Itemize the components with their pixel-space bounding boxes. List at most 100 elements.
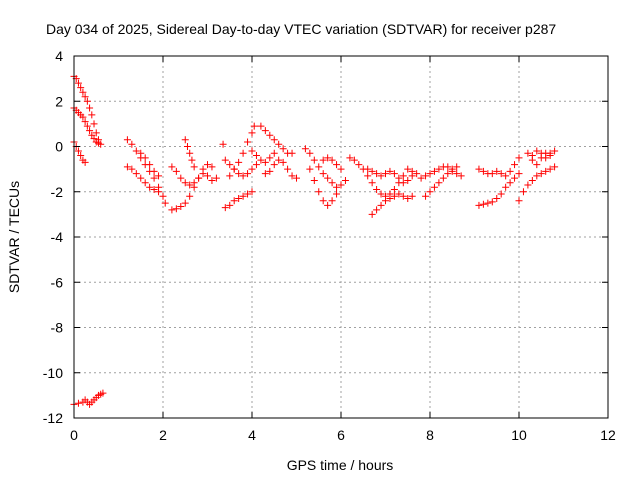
data-point — [484, 199, 492, 207]
data-point — [364, 172, 372, 180]
y-tick-label: -6 — [51, 274, 64, 290]
data-point — [270, 149, 278, 157]
data-point — [528, 176, 536, 184]
data-point — [208, 176, 216, 184]
data-point — [190, 179, 198, 187]
data-point — [150, 185, 158, 193]
data-point — [422, 192, 430, 200]
data-point — [475, 165, 483, 173]
data-point — [168, 206, 176, 214]
data-point — [310, 176, 318, 184]
series-sat-w — [368, 190, 416, 218]
data-point — [386, 167, 394, 175]
data-point — [155, 172, 163, 180]
data-point — [537, 149, 545, 157]
data-point — [159, 192, 167, 200]
data-point — [350, 156, 358, 164]
data-point — [551, 163, 559, 171]
data-point — [324, 154, 332, 162]
series-sat-r — [301, 145, 349, 191]
data-point — [248, 188, 256, 196]
series-sat-b — [70, 104, 102, 147]
series-sat-d — [70, 389, 107, 408]
data-point — [413, 170, 421, 178]
data-point — [422, 172, 430, 180]
data-point — [252, 152, 260, 160]
data-point — [373, 185, 381, 193]
y-tick-label: -12 — [43, 410, 63, 426]
data-point — [488, 198, 496, 206]
data-point — [181, 136, 189, 144]
data-point — [306, 165, 314, 173]
data-point — [186, 149, 194, 157]
series-sat-ad — [515, 163, 559, 205]
data-point — [542, 154, 550, 162]
data-point — [155, 188, 163, 196]
data-point — [261, 170, 269, 178]
x-tick-label: 0 — [70, 427, 78, 443]
data-point — [248, 147, 256, 155]
data-point — [328, 197, 336, 205]
data-point — [235, 158, 243, 166]
series-sat-f — [123, 163, 163, 196]
data-point — [250, 122, 258, 130]
series-sat-j — [181, 136, 198, 171]
data-point — [77, 84, 85, 92]
data-point — [368, 179, 376, 187]
data-point — [199, 170, 207, 178]
data-point — [368, 210, 376, 218]
data-point — [177, 174, 185, 182]
data-point — [146, 183, 154, 191]
x-tick-label: 12 — [600, 427, 616, 443]
data-point — [128, 140, 136, 148]
series-sat-t — [319, 154, 345, 173]
y-tick-label: 0 — [55, 139, 63, 155]
data-point — [537, 170, 545, 178]
x-tick-label: 6 — [337, 427, 345, 443]
series-sat-ab — [475, 154, 523, 180]
data-point — [506, 167, 514, 175]
data-point — [244, 170, 252, 178]
data-point — [239, 149, 247, 157]
data-point — [310, 156, 318, 164]
data-point — [377, 201, 385, 209]
data-point — [444, 170, 452, 178]
series-sat-m — [221, 156, 260, 180]
data-point — [81, 93, 89, 101]
data-point — [511, 174, 519, 182]
data-point — [315, 163, 323, 171]
data-point — [226, 161, 234, 169]
data-point — [319, 170, 327, 178]
series-sat-x — [404, 165, 425, 182]
data-point — [177, 202, 185, 210]
data-point — [74, 79, 82, 87]
data-point — [219, 140, 227, 148]
data-point — [270, 136, 278, 144]
data-point — [275, 140, 283, 148]
y-tick-label: -2 — [51, 184, 64, 200]
data-point — [275, 156, 283, 164]
data-point — [270, 161, 278, 169]
data-point — [81, 158, 89, 166]
data-point — [373, 170, 381, 178]
series-sat-k — [219, 140, 227, 148]
data-point — [497, 170, 505, 178]
data-point — [266, 154, 274, 162]
data-point — [208, 163, 216, 171]
data-point — [417, 174, 425, 182]
data-point — [230, 165, 238, 173]
data-point — [453, 170, 461, 178]
data-point — [377, 172, 385, 180]
data-point — [515, 154, 523, 162]
data-point — [204, 161, 211, 169]
data-point — [511, 161, 519, 169]
data-point — [546, 149, 554, 157]
data-point — [390, 192, 398, 200]
data-point — [288, 149, 296, 157]
data-point — [533, 172, 541, 180]
data-point — [408, 192, 416, 200]
data-point — [257, 156, 265, 164]
data-point — [448, 165, 456, 173]
data-point — [324, 201, 332, 209]
data-point — [306, 149, 314, 157]
